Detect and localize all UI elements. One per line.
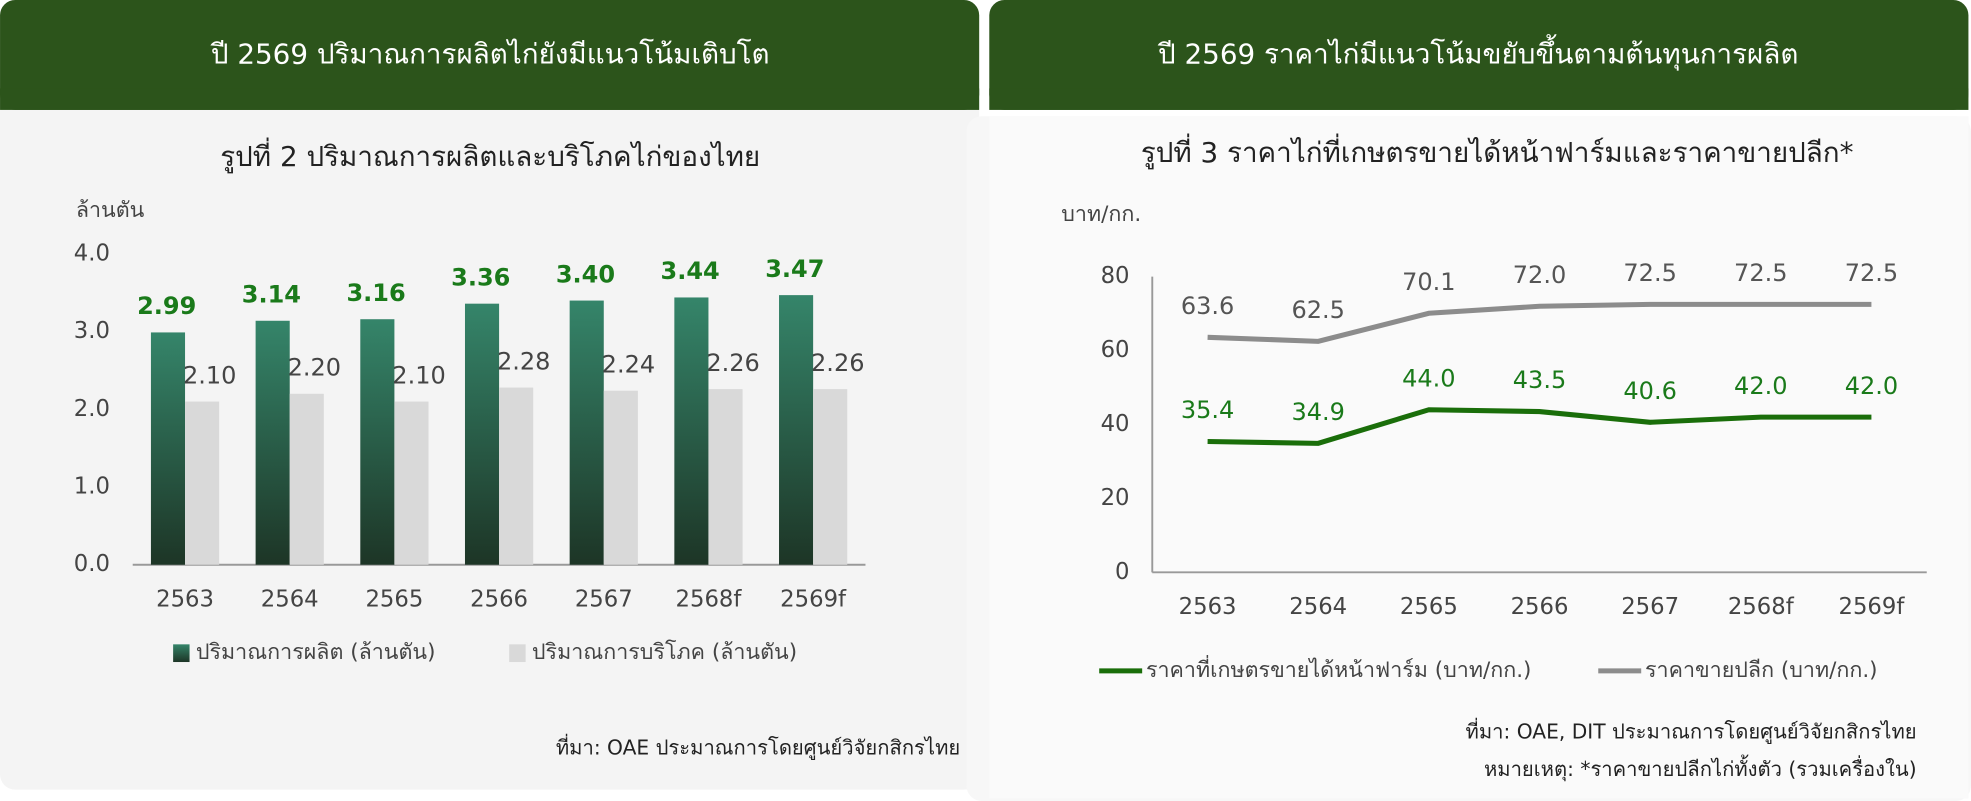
data-label: 2.10 <box>392 361 445 389</box>
y-tick-label: 60 <box>1101 337 1130 363</box>
y-tick-label: 4.0 <box>74 240 110 266</box>
line <box>1207 407 1872 446</box>
bar <box>394 401 429 565</box>
bar <box>674 297 709 565</box>
data-label: 42.0 <box>1845 372 1898 400</box>
panel-header-title: ปี 2569 ราคาไก่มีแนวโน้มขยับขึ้นตามต้นทุ… <box>1157 35 1798 72</box>
panel-header <box>989 0 1969 110</box>
y-tick-label: 0.0 <box>74 551 110 577</box>
bar <box>779 295 814 565</box>
data-label: 2.24 <box>602 350 655 378</box>
y-tick-label: 80 <box>1101 263 1130 289</box>
data-label: 35.4 <box>1181 396 1234 424</box>
legend-label: ราคาขายปลีก (บาท/กก.) <box>1645 658 1878 683</box>
data-label: 62.5 <box>1292 296 1345 324</box>
data-label: 72.5 <box>1734 259 1787 287</box>
legend-label: ราคาที่เกษตรขายได้หน้าฟาร์ม (บาท/กก.) <box>1146 655 1531 683</box>
legend-label: ปริมาณการผลิต (ล้านตัน) <box>196 640 436 665</box>
data-label: 42.0 <box>1734 372 1787 400</box>
data-label: 3.47 <box>765 255 824 283</box>
data-label: 44.0 <box>1402 364 1455 392</box>
line <box>1207 301 1872 344</box>
x-tick-label: 2566 <box>1511 594 1569 620</box>
note: หมายเหตุ: *ราคาขายปลีกไก่ทั้งตัว (รวมเคร… <box>1484 754 1917 782</box>
x-tick-label: 2568f <box>676 587 743 613</box>
bar <box>255 320 290 565</box>
x-tick-label: 2566 <box>470 587 528 613</box>
y-axis-label: ล้านตัน <box>76 198 145 223</box>
bar <box>569 300 604 565</box>
x-tick-label: 2565 <box>365 587 423 613</box>
bar <box>708 389 743 565</box>
bar <box>464 303 500 565</box>
data-label: 2.26 <box>706 349 759 377</box>
data-label: 3.14 <box>242 280 301 308</box>
data-label: 72.5 <box>1845 259 1898 287</box>
note: ที่มา: OAE, DIT ประมาณการโดยศูนย์วิจัยกส… <box>1466 717 1917 744</box>
x-tick-label: 2567 <box>1621 594 1679 620</box>
legend-swatch <box>173 644 190 663</box>
bar <box>185 401 220 565</box>
y-tick-label: 40 <box>1101 411 1130 437</box>
x-tick-label: 2563 <box>1179 594 1237 620</box>
bar <box>360 319 395 565</box>
panel-header <box>0 0 980 110</box>
data-label: 72.0 <box>1513 261 1566 289</box>
bar <box>603 390 638 565</box>
data-label: 3.44 <box>661 257 720 285</box>
x-tick-label: 2568f <box>1728 594 1795 620</box>
panel-header <box>0 88 980 110</box>
bar <box>499 387 534 565</box>
y-tick-label: 0 <box>1115 559 1129 585</box>
data-label: 3.40 <box>556 260 615 288</box>
x-tick-label: 2565 <box>1400 594 1458 620</box>
data-label: 70.1 <box>1402 268 1455 296</box>
data-label: 2.28 <box>497 347 550 375</box>
bar <box>150 332 186 565</box>
data-label: 2.26 <box>811 349 864 377</box>
panel-header <box>989 88 1969 110</box>
data-label: 40.6 <box>1623 377 1676 405</box>
y-axis-label: บาท/กก. <box>1061 202 1141 227</box>
bar <box>813 389 848 565</box>
legend-swatch <box>509 644 526 663</box>
y-tick-label: 3.0 <box>74 318 110 344</box>
data-label: 2.99 <box>137 292 196 320</box>
x-tick-label: 2564 <box>261 587 319 613</box>
chart-title: รูปที่ 2 ปริมาณการผลิตและบริโภคไก่ของไทย <box>220 137 760 174</box>
x-tick-label: 2569f <box>780 587 847 613</box>
data-label: 3.36 <box>451 263 510 291</box>
data-label: 72.5 <box>1623 259 1676 287</box>
panel-header-title: ปี 2569 ปริมาณการผลิตไก่ยังมีแนวโน้มเติบ… <box>210 38 770 71</box>
x-tick-label: 2567 <box>575 587 633 613</box>
y-tick-label: 20 <box>1101 485 1130 511</box>
legend-label: ปริมาณการบริโภค (ล้านตัน) <box>532 639 797 665</box>
y-tick-label: 1.0 <box>74 474 110 500</box>
y-tick-label: 2.0 <box>74 396 110 422</box>
bar <box>289 393 324 565</box>
data-label: 2.10 <box>183 361 236 389</box>
data-label: 3.16 <box>346 279 405 307</box>
data-label: 43.5 <box>1513 366 1566 394</box>
note: ที่มา: OAE ประมาณการโดยศูนย์วิจัยกสิกรไท… <box>556 734 960 761</box>
chart-title: รูปที่ 3 ราคาไก่ที่เกษตรขายได้หน้าฟาร์มแ… <box>1141 133 1854 170</box>
data-label: 63.6 <box>1181 292 1234 320</box>
data-label: 34.9 <box>1292 398 1345 426</box>
x-tick-label: 2563 <box>156 587 214 613</box>
x-tick-label: 2569f <box>1838 594 1905 620</box>
data-label: 2.20 <box>288 354 341 382</box>
x-tick-label: 2564 <box>1289 594 1347 620</box>
